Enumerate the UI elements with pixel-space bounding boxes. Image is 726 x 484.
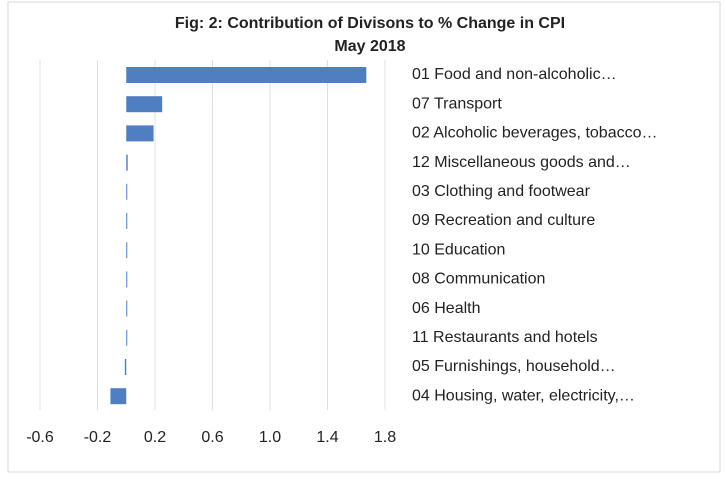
x-tick-label: -0.6	[26, 429, 54, 446]
bar	[124, 359, 127, 375]
bar	[126, 329, 128, 346]
category-label: 09 Recreation and culture	[412, 212, 595, 229]
bar	[110, 388, 127, 405]
bar	[126, 271, 128, 288]
category-label: 03 Clothing and footwear	[412, 183, 591, 200]
x-tick-label: 0.2	[144, 429, 166, 446]
category-label: 02 Alcoholic beverages, tobacco…	[412, 125, 657, 142]
x-tick-label: 1.0	[259, 429, 281, 446]
category-label: 10 Education	[412, 241, 505, 258]
bar	[126, 213, 128, 229]
bar	[126, 96, 163, 113]
category-label: 08 Communication	[412, 271, 545, 288]
category-label: 04 Housing, water, electricity,…	[412, 387, 635, 404]
bar	[126, 154, 128, 171]
bar	[126, 125, 154, 142]
x-tick-label: 0.6	[201, 429, 223, 446]
bar	[126, 67, 367, 83]
x-tick-label: 1.4	[316, 429, 338, 446]
category-label: 05 Furnishings, household…	[412, 358, 616, 375]
chart-title: Fig: 2: Contribution of Divisons to % Ch…	[175, 15, 565, 32]
category-label: 06 Health	[412, 300, 481, 317]
chart-border	[7, 1, 721, 473]
category-label: 07 Transport	[412, 95, 502, 112]
category-label: 11 Restaurants and hotels	[412, 329, 598, 346]
bar	[126, 300, 128, 317]
x-tick-label: 1.8	[374, 429, 396, 446]
bar	[126, 183, 128, 200]
x-tick-label: -0.2	[84, 429, 112, 446]
category-label: 12 Miscellaneous goods and…	[412, 154, 631, 171]
chart-subtitle: May 2018	[334, 38, 405, 55]
bar	[126, 242, 128, 259]
category-label: 01 Food and non-alcoholic…	[412, 66, 617, 83]
